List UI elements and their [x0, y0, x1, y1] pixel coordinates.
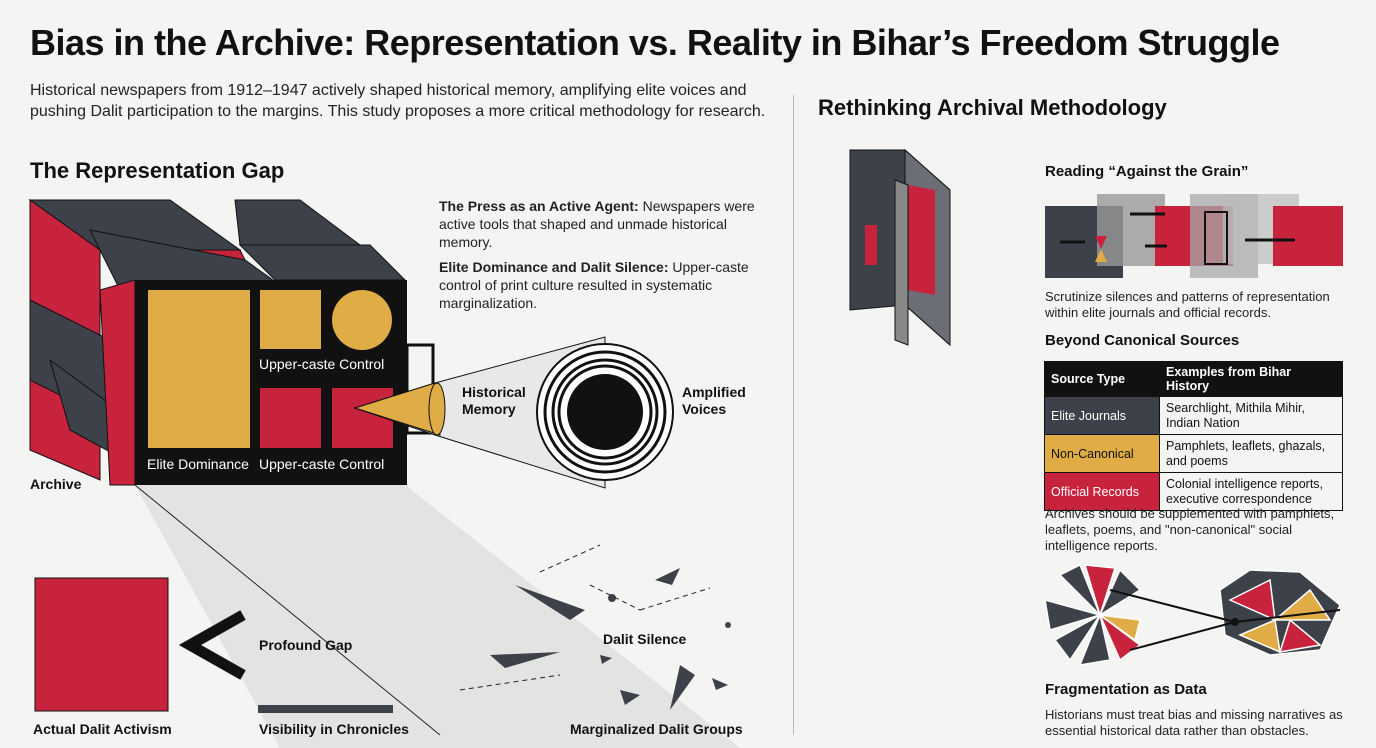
amplified-voices-label: Amplified Voices [682, 384, 746, 417]
against-grain-heading: Reading “Against the Grain” [1045, 163, 1249, 180]
actual-activism-block [34, 577, 169, 712]
fragmentation-heading: Fragmentation as Data [1045, 681, 1207, 698]
representation-gap-heading: The Representation Gap [30, 158, 285, 183]
elite-dominance-label: Elite Dominance [147, 456, 249, 472]
source-examples: Searchlight, Mithila Mihir, Indian Natio… [1159, 396, 1343, 435]
page-title: Bias in the Archive: Representation vs. … [30, 22, 1280, 63]
visibility-bar [258, 705, 393, 713]
against-grain-graphic [1045, 194, 1343, 278]
point-press: The Press as an Active Agent: Newspapers… [439, 198, 755, 250]
point-elite: Elite Dominance and Dalit Silence: Upper… [439, 259, 749, 311]
less-than-icon [178, 610, 246, 680]
subtitle: Historical newspapers from 1912–1947 act… [30, 82, 766, 120]
marginalized-label: Marginalized Dalit Groups [570, 721, 743, 737]
source-examples: Pamphlets, leaflets, ghazals, and poems [1159, 434, 1343, 473]
archive-label: Archive [30, 476, 82, 492]
visibility-label: Visibility in Chronicles [259, 721, 409, 737]
canonical-note: Archives should be supplemented with pam… [1045, 506, 1335, 553]
sources-table: Source Type Examples from Bihar History … [1044, 361, 1343, 511]
historical-memory-label: Historical Memory [462, 384, 526, 417]
against-grain-text: Scrutinize silences and patterns of repr… [1045, 289, 1330, 320]
profound-gap-label: Profound Gap [259, 637, 353, 653]
table-row: Elite Journals Searchlight, Mithila Mihi… [1044, 396, 1343, 435]
source-type: Official Records [1044, 472, 1160, 511]
source-type: Non-Canonical [1044, 434, 1160, 473]
fragmentation-graphic [1044, 563, 1341, 666]
table-row: Official Records Colonial intelligence r… [1044, 472, 1343, 511]
upper-caste-label-top: Upper-caste Control [259, 356, 385, 372]
table-row: Non-Canonical Pamphlets, leaflets, ghaza… [1044, 434, 1343, 473]
archive-illustration [28, 199, 740, 748]
shadow-beam [135, 485, 740, 748]
column-header: Source Type [1044, 361, 1160, 397]
table-header: Source Type Examples from Bihar History [1044, 361, 1343, 397]
fragmentation-text: Historians must treat bias and missing n… [1045, 707, 1343, 738]
canonical-heading: Beyond Canonical Sources [1045, 332, 1240, 349]
open-archive-icon [849, 148, 951, 347]
column-header: Examples from Bihar History [1159, 361, 1343, 397]
upper-caste-label-bottom: Upper-caste Control [259, 456, 385, 472]
divider [793, 95, 794, 735]
dalit-silence-label: Dalit Silence [603, 631, 687, 647]
source-type: Elite Journals [1044, 396, 1160, 435]
source-examples: Colonial intelligence reports, executive… [1159, 472, 1343, 511]
amplified-rings [536, 343, 674, 481]
dalit-silence-fragments [490, 568, 731, 710]
actual-activism-label: Actual Dalit Activism [33, 721, 172, 737]
methodology-heading: Rethinking Archival Methodology [818, 95, 1167, 120]
elite-block [148, 290, 250, 448]
